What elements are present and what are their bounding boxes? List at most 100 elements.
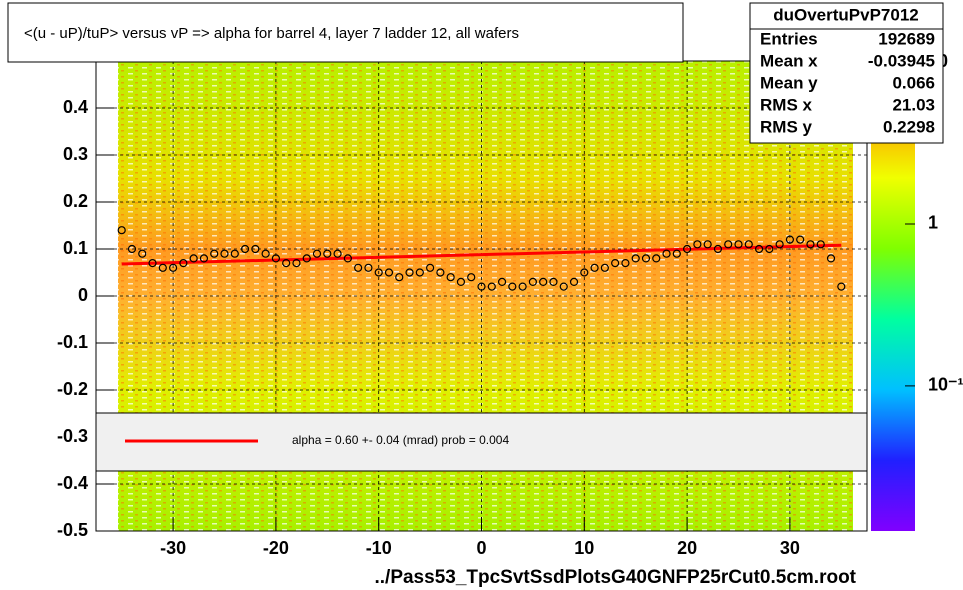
profile-point [127,244,137,254]
profile-point [580,268,589,277]
x-tick-label: 30 [780,538,800,558]
profile-point [775,240,784,249]
stats-name: Entries [760,29,818,48]
profile-point [518,282,527,291]
profile-point [796,235,805,244]
y-tick-label: -0.5 [57,520,88,540]
profile-point [600,263,609,272]
stats-value: -0.03945 [868,51,935,70]
x-tick-label: 10 [574,538,594,558]
y-tick-label: -0.3 [57,426,88,446]
legend-text: alpha = 0.60 +- 0.04 (mrad) prob = 0.004 [292,433,509,447]
y-tick-label: 0.1 [63,238,88,258]
profile-point [744,240,753,249]
profile-point [693,240,702,249]
z-tick-label: 1 [928,213,938,233]
profile-point [826,254,836,263]
stats-value: 0.2298 [883,117,935,136]
z-tick-label: 10⁻¹ [928,375,963,395]
x-tick-label: -20 [263,538,289,558]
profile-point [261,249,270,258]
profile-point [117,226,126,235]
x-tick-label: -10 [366,538,392,558]
profile-point [282,259,291,268]
x-axis-label: ../Pass53_TpcSvtSsdPlotsG40GNFP25rCut0.5… [374,567,856,588]
profile-point [220,249,229,258]
profile-point [569,277,579,286]
profile-point [539,277,548,286]
profile-point [292,259,301,268]
x-tick-label: 20 [677,538,697,558]
profile-point [806,240,815,249]
stats-value: 0.066 [892,73,935,92]
profile-point [271,254,280,263]
profile-point [415,268,424,277]
profile-point [179,259,188,268]
profile-point [713,244,723,254]
profile-point [682,244,692,254]
profile-point [528,277,538,286]
profile-point [734,240,743,249]
profile-point [837,282,846,291]
profile-point [621,259,630,268]
profile-point [240,244,250,254]
y-tick-label: -0.2 [57,379,88,399]
stats-value: 21.03 [892,95,935,114]
profile-point [354,263,363,272]
profile-point [497,277,507,286]
profile-point [148,259,157,268]
stats-name: Mean x [760,51,818,70]
profile-point [559,282,568,291]
profile-point [724,240,733,249]
profile-point [590,263,599,272]
profile-point [549,277,558,286]
chart-title: <(u - uP)/tuP> versus vP => alpha for ba… [24,25,519,42]
profile-point [641,254,651,263]
profile-point [754,244,764,254]
profile-point [395,273,404,282]
y-tick-label: 0.2 [63,191,88,211]
profile-point [426,263,435,272]
profile-point [405,268,414,277]
profile-point [816,240,825,249]
y-tick-label: 0 [78,285,88,305]
profile-point [343,254,352,263]
profile-point [672,249,681,258]
profile-point [210,249,219,258]
profile-point [302,254,311,263]
y-tick-label: -0.1 [57,332,88,352]
profile-point [436,268,445,277]
profile-point [323,249,332,258]
profile-point [662,249,671,258]
profile-point [456,277,466,286]
stats-name: RMS y [760,117,813,136]
y-tick-label: 0.3 [63,144,88,164]
profile-point [508,282,517,291]
y-tick-label: -0.4 [57,473,88,493]
profile-point [703,240,712,249]
stats-value: 192689 [878,29,935,48]
x-tick-label: -30 [160,538,186,558]
profile-point [189,254,198,263]
stats-name: Mean y [760,73,818,92]
profile-point [487,282,496,291]
profile-point [230,249,239,258]
profile-point [765,244,774,254]
x-tick-label: 0 [476,538,486,558]
profile-point [611,259,620,268]
profile-point [158,263,167,272]
profile-point [374,268,383,277]
profile-point [384,268,394,277]
profile-point [785,235,795,244]
profile-point [138,249,147,258]
profile-point [631,254,640,263]
profile-point [446,273,455,282]
profile-point [477,282,486,291]
profile-point [251,244,260,254]
profile-point [333,249,342,258]
title-box [7,2,684,63]
profile-point [364,263,373,272]
profile-point [169,263,178,272]
y-tick-label: 0.4 [63,97,88,117]
